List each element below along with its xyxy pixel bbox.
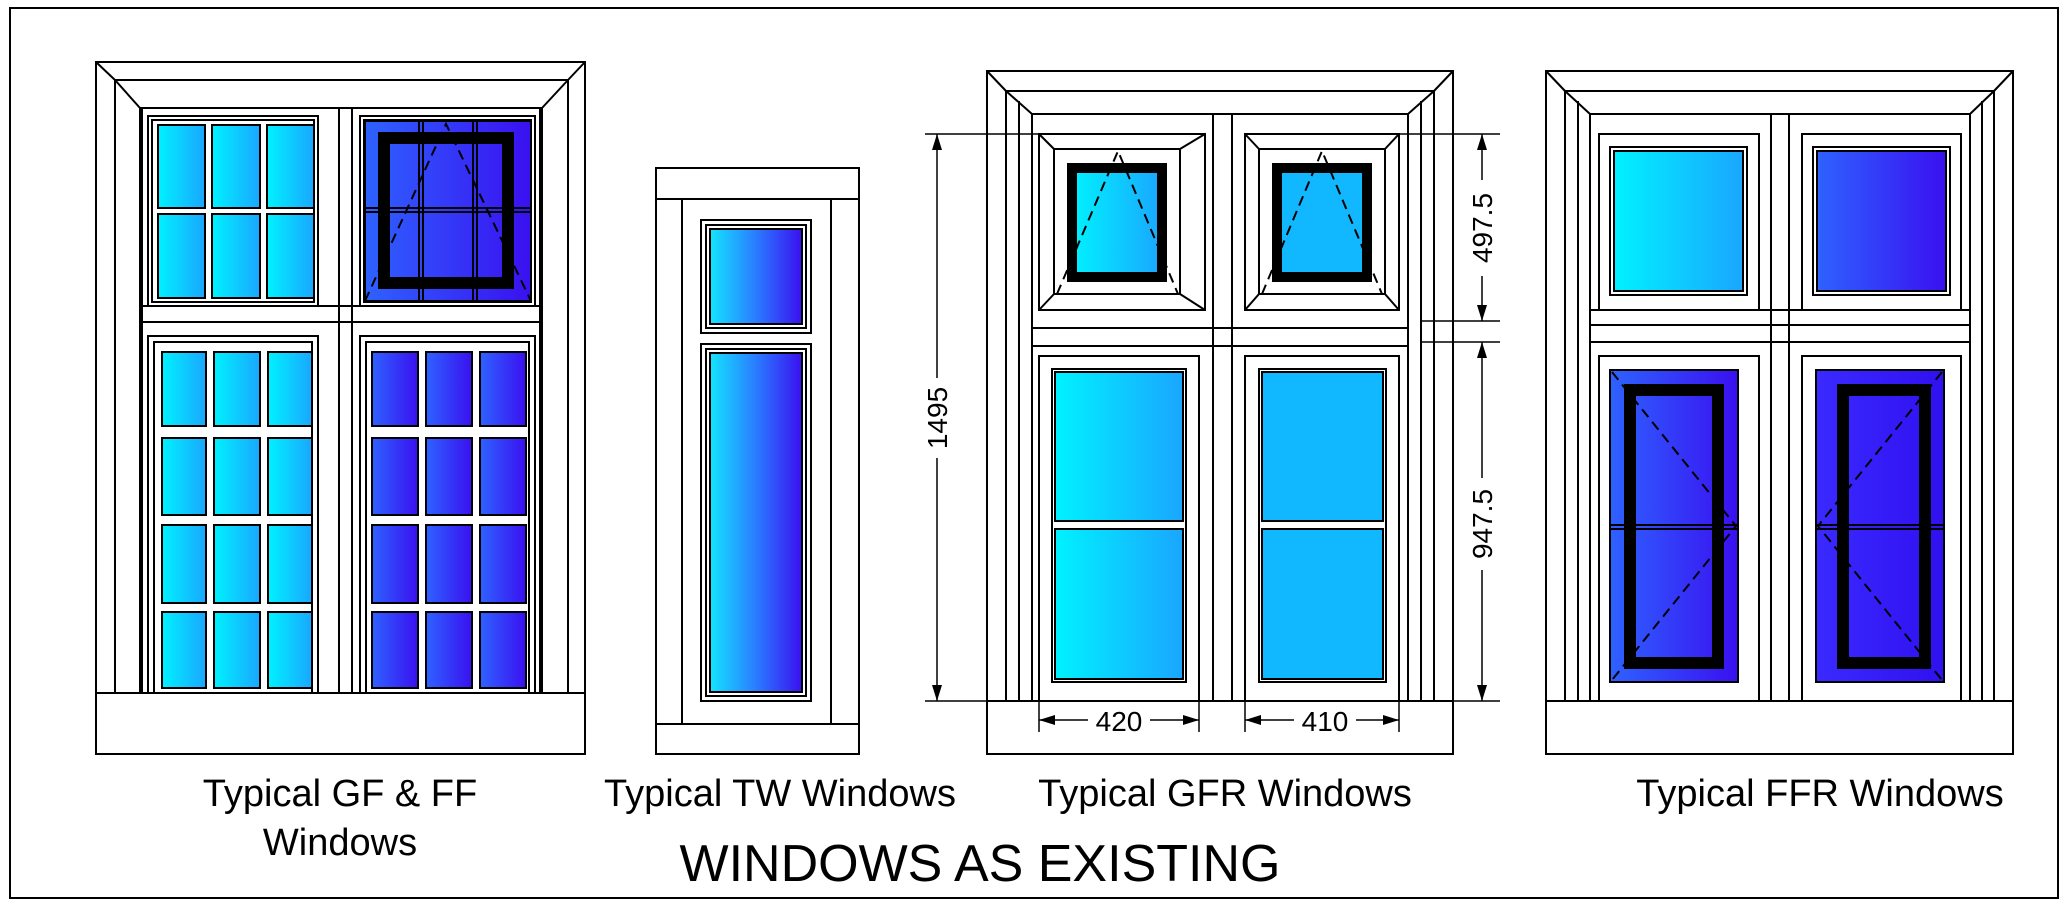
window-gf-ff-upper-right-glass [364,120,532,302]
sheet-border [9,7,2059,899]
dim-upper-height: 497.5 [1467,193,1498,263]
gfr-dimension-arrows [932,134,1487,725]
dim-right-width: 410 [1302,706,1349,737]
dim-left-width: 420 [1096,706,1143,737]
drawing-title: WINDOWS AS EXISTING [679,835,1281,893]
label-ffr: Typical FFR Windows [1636,773,2004,815]
window-gf-ff-lower-left-panes [161,351,313,689]
window-tw [655,167,860,755]
window-gfr [986,70,1454,755]
label-gfr: Typical GFR Windows [1038,773,1412,815]
label-tw: Typical TW Windows [604,773,956,815]
window-gf-ff-lower-right-panes [371,351,527,689]
label-gf-ff-line2: Windows [262,822,418,864]
dim-lower-height: 947.5 [1467,489,1498,559]
window-ffr [1545,70,2014,755]
label-gf-ff-line1: Typical GF & FF [202,773,478,815]
dim-overall-height: 1495 [922,387,953,449]
window-gf-ff-upper-left-panes [157,124,315,299]
